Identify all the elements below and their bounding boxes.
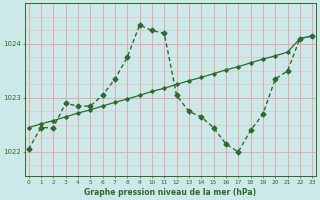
X-axis label: Graphe pression niveau de la mer (hPa): Graphe pression niveau de la mer (hPa) bbox=[84, 188, 256, 197]
